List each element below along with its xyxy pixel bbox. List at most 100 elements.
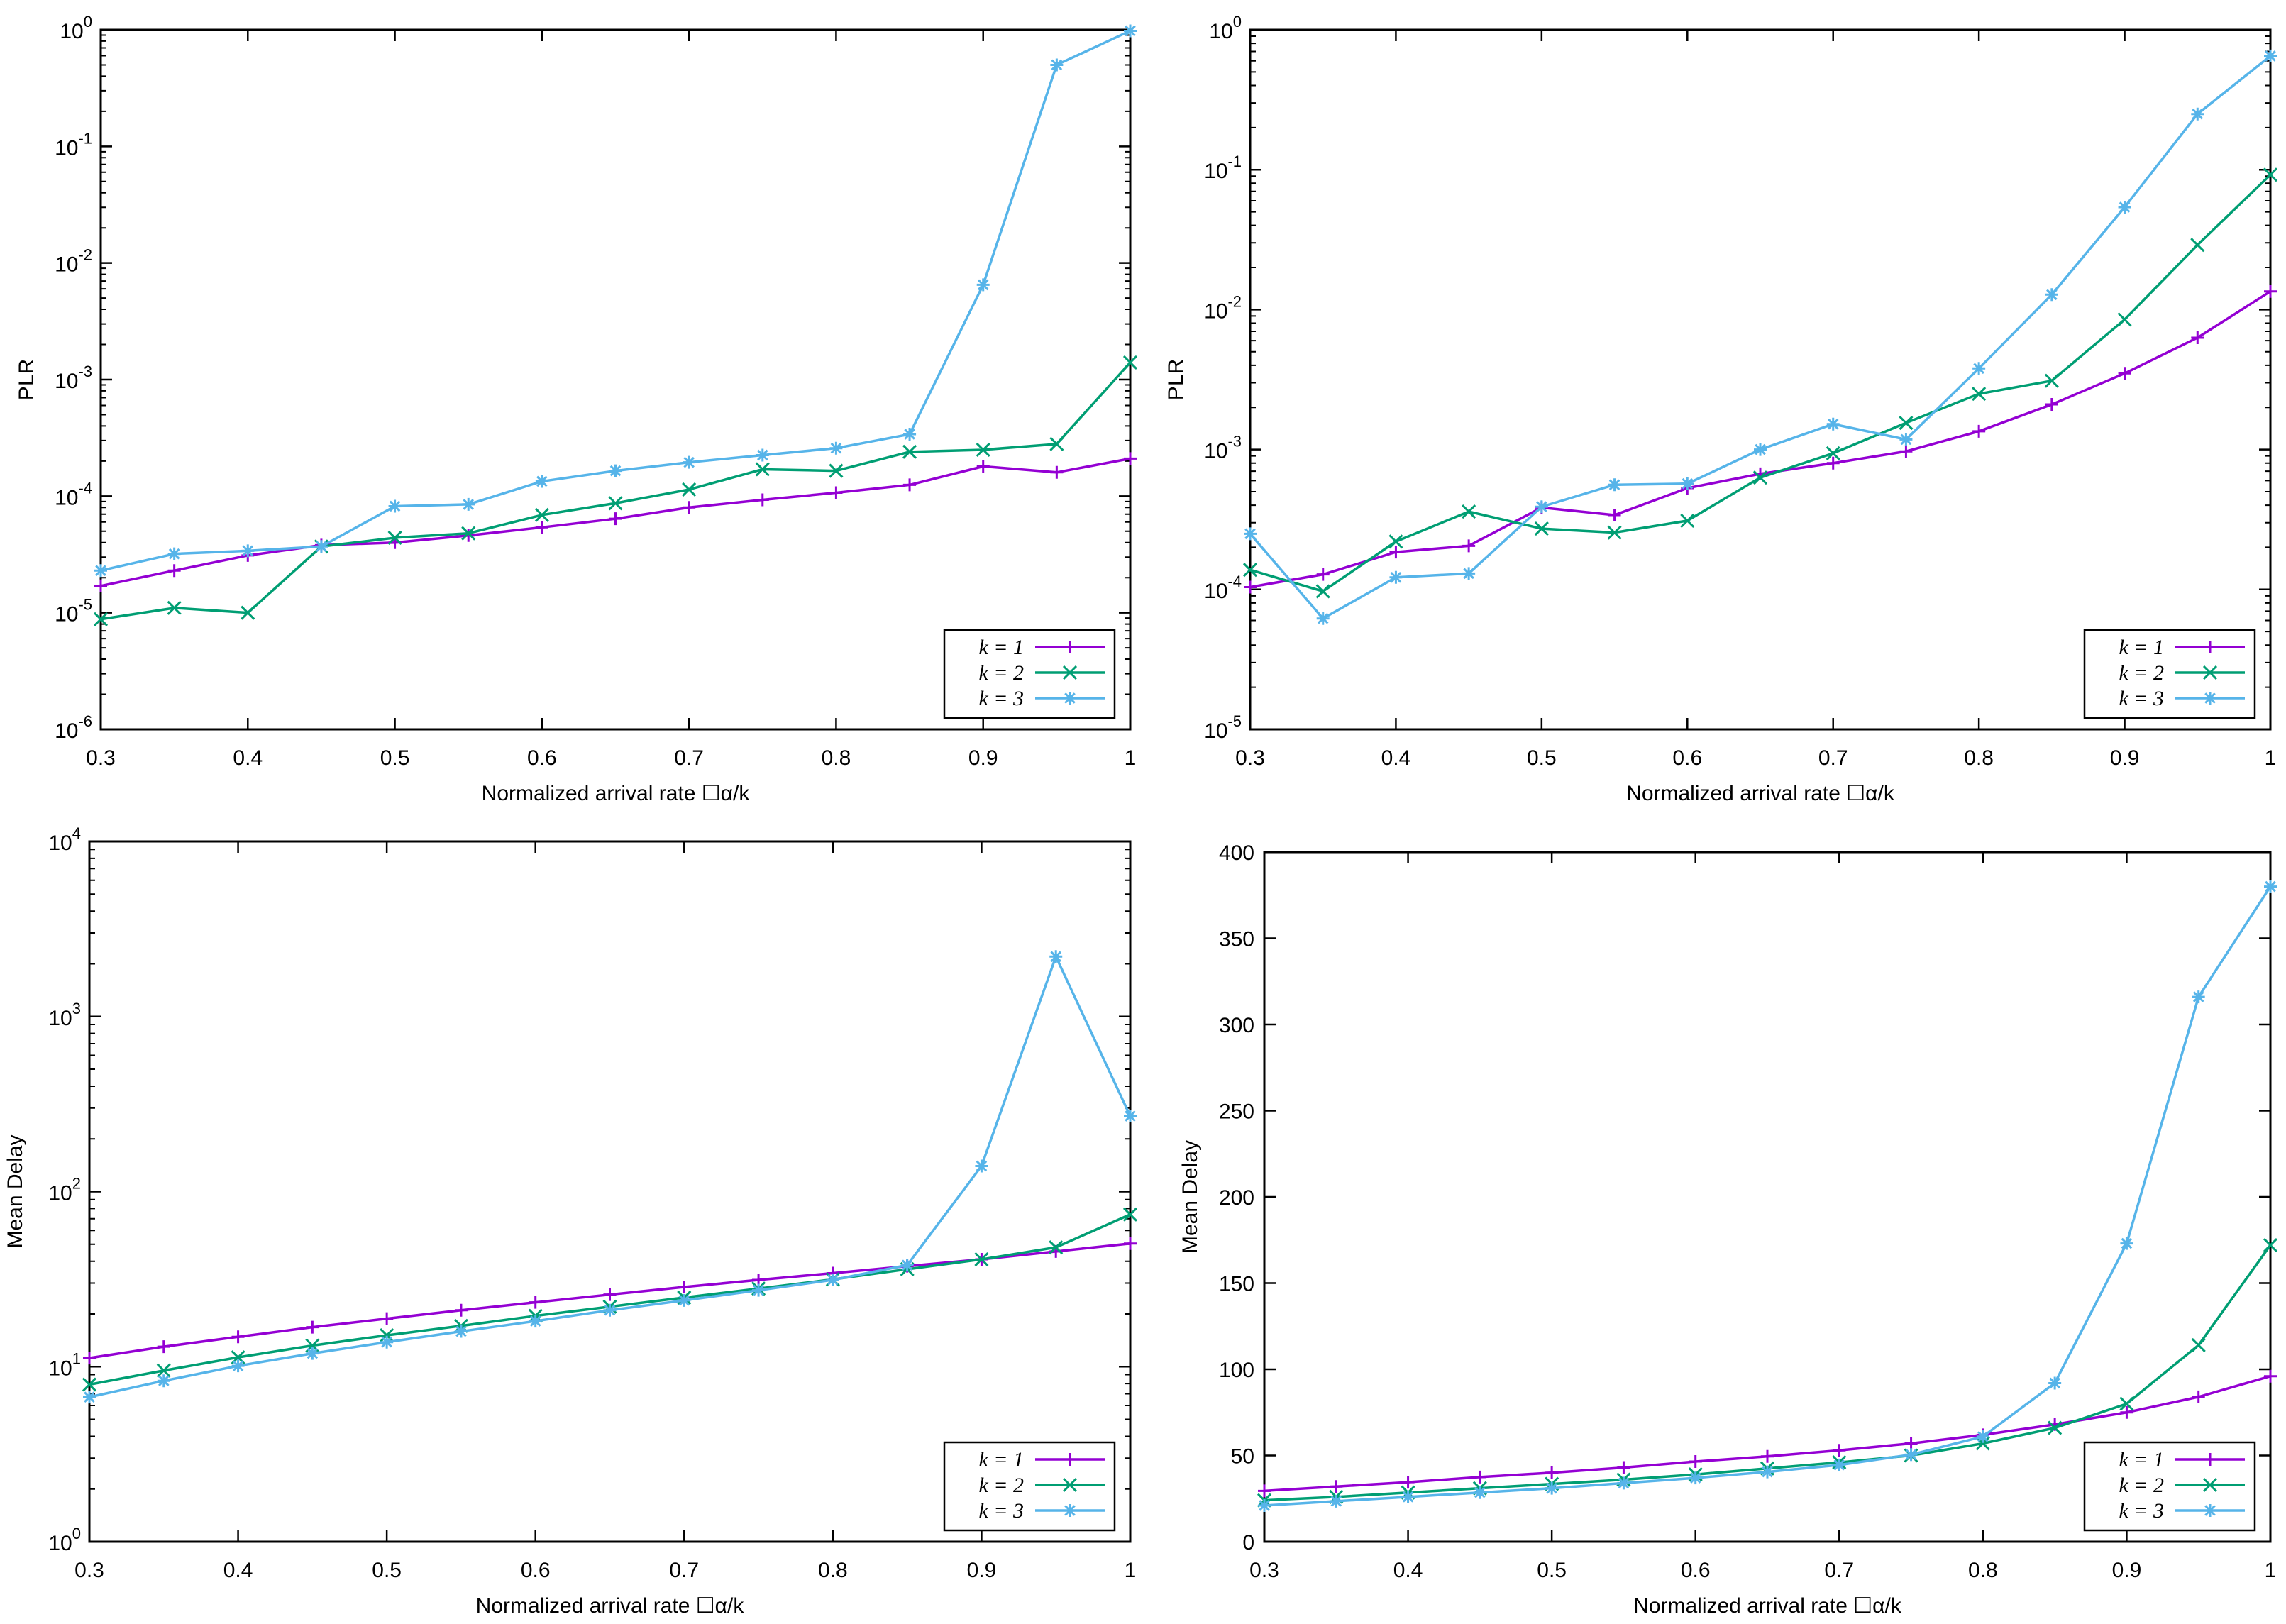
x-tick-label: 0.5 <box>380 746 410 770</box>
data-point <box>900 1259 914 1272</box>
y-tick-label: 250 <box>1219 1100 1254 1124</box>
data-point <box>608 496 623 511</box>
data-point <box>2045 288 2058 302</box>
data-point <box>454 1303 468 1317</box>
series-1 <box>1258 1369 2277 1498</box>
data-point <box>1975 1436 1990 1451</box>
data-point <box>1607 525 1622 540</box>
data-point <box>1473 1486 1486 1499</box>
data-point <box>1124 1237 1137 1250</box>
data-point <box>534 507 549 522</box>
legend-label: k = 2 <box>978 1474 1024 1497</box>
data-point <box>1330 1480 1343 1493</box>
data-point <box>461 526 476 541</box>
data-point <box>1545 1481 1559 1495</box>
data-point <box>2191 107 2204 121</box>
data-point <box>2192 990 2205 1004</box>
y-tick-label: 100 <box>1219 1359 1254 1382</box>
series-line <box>100 361 1132 621</box>
legend-marker <box>1064 641 1076 653</box>
data-point <box>2045 398 2058 411</box>
x-tick-label: 0.4 <box>223 1559 253 1582</box>
data-point <box>1462 504 1476 519</box>
plot-frame <box>1263 851 2272 1543</box>
data-point <box>603 1303 617 1317</box>
data-point <box>2191 1337 2206 1353</box>
data-point <box>462 529 475 542</box>
y-tick-label: 103 <box>48 1000 81 1030</box>
chart-4: 0.3 0.4 0.5 0.6 0.7 0.8 0.9 1 0 50 100 150 200 250 300… <box>1178 841 2278 1618</box>
data-point <box>976 460 990 473</box>
series-line <box>1249 290 2271 589</box>
legend-marker <box>2204 1504 2216 1517</box>
y-tick-label: 350 <box>1219 928 1254 951</box>
y-tick-label: 10-1 <box>55 129 92 160</box>
data-point <box>678 1293 691 1307</box>
data-point <box>1401 1490 1415 1503</box>
data-point <box>1330 1494 1343 1508</box>
x-tick-label: 0.6 <box>527 746 557 770</box>
plot-frame <box>1249 28 2272 731</box>
legend-label: k = 2 <box>2119 661 2164 685</box>
legend-marker <box>2204 641 2216 653</box>
data-point <box>380 1328 394 1343</box>
data-point <box>1244 580 1257 594</box>
y-axis-label: PLR <box>1164 359 1188 400</box>
series-3 <box>1258 880 2277 1512</box>
data-point <box>167 600 182 615</box>
data-point <box>1462 567 1476 580</box>
data-point <box>83 1391 96 1404</box>
y-tick-label: 300 <box>1219 1014 1254 1037</box>
data-point <box>1899 445 1913 458</box>
data-point <box>1972 387 1987 402</box>
series-line <box>100 29 1131 572</box>
x-tick-label: 1 <box>1125 1559 1137 1582</box>
data-point <box>167 547 181 560</box>
data-point <box>2263 167 2278 182</box>
data-point <box>678 1281 691 1294</box>
data-point <box>1617 1476 1630 1490</box>
y-tick-label: 10-2 <box>55 246 92 277</box>
chart-1: 0.3 0.4 0.5 0.6 0.7 0.8 0.9 1 10-6 10-5 10-4 10-3 10… <box>15 13 1138 805</box>
legend: k = 1k = 2k = 3 <box>943 1441 1116 1532</box>
series-3 <box>94 24 1137 578</box>
data-point <box>1473 1470 1486 1484</box>
y-tick-label: 400 <box>1219 841 1254 865</box>
legend-box <box>2083 629 2256 719</box>
data-point <box>1122 355 1138 370</box>
legend-label: k = 2 <box>2119 1474 2164 1497</box>
data-point <box>380 1335 394 1349</box>
x-tick-label: 0.5 <box>1537 1559 1567 1582</box>
data-point <box>1976 1430 1989 1443</box>
data-point <box>1316 612 1330 625</box>
legend: k = 1k = 2k = 3 <box>943 629 1116 719</box>
data-point <box>1689 1471 1702 1485</box>
data-point <box>1899 433 1913 446</box>
data-point <box>903 478 917 492</box>
legend-box <box>943 1441 1116 1532</box>
x-tick-label: 0.3 <box>74 1559 104 1582</box>
y-tick-label: 101 <box>48 1349 81 1380</box>
x-tick-label: 0.7 <box>1818 746 1848 770</box>
data-point <box>1826 456 1840 470</box>
chart-2: 0.3 0.4 0.5 0.6 0.7 0.8 0.9 1 10-5 10-4 10-3 10-2 10… <box>1164 13 2278 805</box>
legend-marker <box>1064 1504 1076 1517</box>
x-tick-label: 1 <box>2265 1559 2277 1582</box>
data-point <box>388 499 402 513</box>
y-tick-label: 10-4 <box>1204 573 1242 603</box>
legend-label: k = 2 <box>978 661 1024 685</box>
data-point <box>1388 534 1403 549</box>
x-tick-label: 1 <box>1125 746 1137 770</box>
data-point <box>2118 367 2131 380</box>
data-point <box>241 605 255 620</box>
x-tick-label: 0.8 <box>822 746 851 770</box>
data-point <box>1680 513 1695 528</box>
data-point <box>609 512 622 526</box>
data-point <box>829 441 843 455</box>
data-point <box>752 1283 766 1297</box>
data-point <box>683 455 696 469</box>
legend-marker <box>1064 692 1076 705</box>
data-point <box>2264 880 2277 893</box>
data-point <box>902 444 917 459</box>
x-tick-label: 0.4 <box>233 746 263 770</box>
